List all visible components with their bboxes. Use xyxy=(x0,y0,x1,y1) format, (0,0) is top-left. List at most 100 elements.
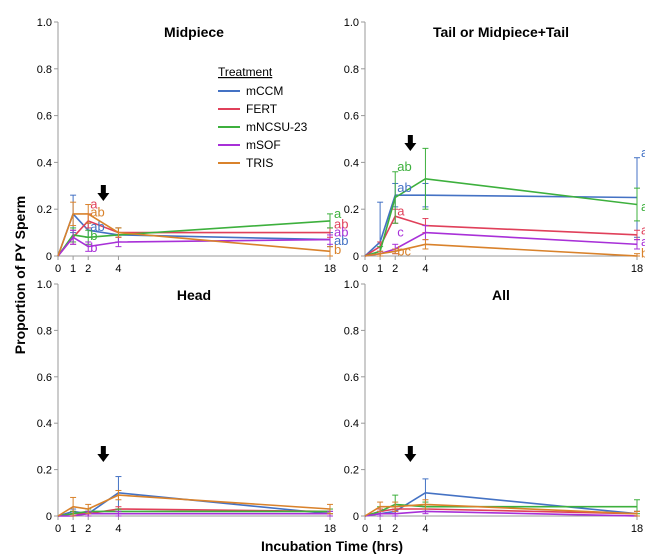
panel-title: Midpiece xyxy=(164,24,224,40)
y-tick-label: 0.6 xyxy=(37,372,52,384)
series-mncsu-23 xyxy=(364,147,640,257)
x-tick-label: 1 xyxy=(377,523,383,535)
legend-entry-tris: TRIS xyxy=(218,156,273,170)
error-bar xyxy=(422,147,429,210)
error-bar xyxy=(392,501,399,512)
x-tick-label: 4 xyxy=(115,263,121,275)
legend-label: TRIS xyxy=(246,156,273,170)
legend-entry-mncsu-23: mNCSU-23 xyxy=(218,120,308,134)
x-tick-label: 0 xyxy=(55,263,61,275)
error-bar xyxy=(327,246,333,257)
arrow-icon xyxy=(404,446,417,462)
error-bar xyxy=(70,201,77,227)
x-axis-label: Incubation Time (hrs) xyxy=(261,538,403,554)
legend-label: mSOF xyxy=(246,138,281,152)
y-tick-label: 0.4 xyxy=(344,418,359,430)
x-tick-label: 1 xyxy=(70,263,76,275)
y-tick-label: 0.8 xyxy=(37,64,52,76)
x-tick-label: 2 xyxy=(85,263,91,275)
error-bar xyxy=(85,204,92,224)
panel-title: Head xyxy=(177,287,211,303)
error-bar xyxy=(85,241,92,252)
error-bar xyxy=(115,227,122,238)
y-tick-label: 0.6 xyxy=(344,111,359,123)
significance-label: c xyxy=(397,225,404,240)
y-tick-label: 0.4 xyxy=(344,157,359,169)
y-tick-label: 0.8 xyxy=(344,64,359,76)
x-tick-label: 2 xyxy=(392,263,398,275)
legend-entry-fert: FERT xyxy=(218,102,278,116)
y-tick-label: 0.4 xyxy=(37,418,52,430)
y-tick-label: 0 xyxy=(46,251,52,263)
y-tick-label: 0.6 xyxy=(344,372,359,384)
error-bar xyxy=(327,503,333,515)
panel-title: Tail or Midpiece+Tail xyxy=(433,24,569,40)
legend: Treatment mCCM FERT mNCSU-23 mSOF TRIS xyxy=(218,65,308,170)
legend-label: FERT xyxy=(246,102,278,116)
error-bar xyxy=(634,510,640,517)
y-axis-label: Proportion of PY Sperm xyxy=(12,196,28,354)
error-bar xyxy=(115,489,122,501)
significance-label: ab xyxy=(334,216,348,231)
x-tick-label: 4 xyxy=(422,263,428,275)
significance-label: b xyxy=(334,242,341,257)
error-bar xyxy=(115,510,122,517)
legend-entry-msof: mSOF xyxy=(218,138,281,152)
x-tick-label: 0 xyxy=(362,523,368,535)
series-line xyxy=(57,236,331,257)
x-tick-label: 18 xyxy=(324,523,336,535)
x-tick-label: 0 xyxy=(55,523,61,535)
significance-label: a xyxy=(90,197,98,212)
series-tris xyxy=(364,239,640,257)
significance-label: b xyxy=(641,246,645,261)
significance-label: ab xyxy=(334,225,348,240)
y-tick-label: 0.2 xyxy=(344,465,359,477)
x-tick-label: 18 xyxy=(324,263,336,275)
arrow-icon xyxy=(404,135,417,151)
error-bar xyxy=(70,496,77,517)
y-tick-label: 0.8 xyxy=(37,325,52,337)
y-tick-label: 0.6 xyxy=(37,111,52,123)
significance-label: ab xyxy=(641,234,645,249)
y-tick-label: 0 xyxy=(353,251,359,263)
legend-label: mCCM xyxy=(246,84,283,98)
error-bar xyxy=(392,171,399,224)
x-tick-label: 18 xyxy=(631,263,643,275)
y-tick-label: 0 xyxy=(46,511,52,523)
significance-label: b xyxy=(90,240,97,255)
significance-label: ab xyxy=(90,205,104,220)
significance-label: ab xyxy=(397,180,411,195)
error-bar xyxy=(70,229,77,245)
error-bar xyxy=(85,503,92,515)
error-bar xyxy=(634,187,640,222)
series-tris xyxy=(57,201,333,257)
x-tick-label: 2 xyxy=(392,523,398,535)
legend-title: Treatment xyxy=(218,65,273,79)
x-tick-label: 0 xyxy=(362,263,368,275)
error-bar xyxy=(422,499,429,510)
error-bar xyxy=(377,501,384,512)
series-msof xyxy=(57,229,333,257)
error-bar xyxy=(392,248,399,255)
significance-label: a xyxy=(334,206,342,221)
significance-label: ab xyxy=(90,219,104,234)
y-tick-label: 0.2 xyxy=(37,204,52,216)
y-tick-label: 0.4 xyxy=(37,157,52,169)
legend-label: mNCSU-23 xyxy=(246,120,308,134)
error-bar xyxy=(327,234,333,245)
y-tick-label: 0 xyxy=(353,511,359,523)
error-bar xyxy=(327,213,333,229)
x-tick-label: 2 xyxy=(85,523,91,535)
legend-entry-mccm: mCCM xyxy=(218,84,283,98)
significance-label: ab xyxy=(641,145,645,160)
x-tick-label: 1 xyxy=(377,263,383,275)
arrow-icon xyxy=(97,185,110,201)
y-tick-label: 1.0 xyxy=(37,17,52,29)
x-tick-label: 18 xyxy=(631,523,643,535)
y-tick-label: 0.2 xyxy=(344,204,359,216)
